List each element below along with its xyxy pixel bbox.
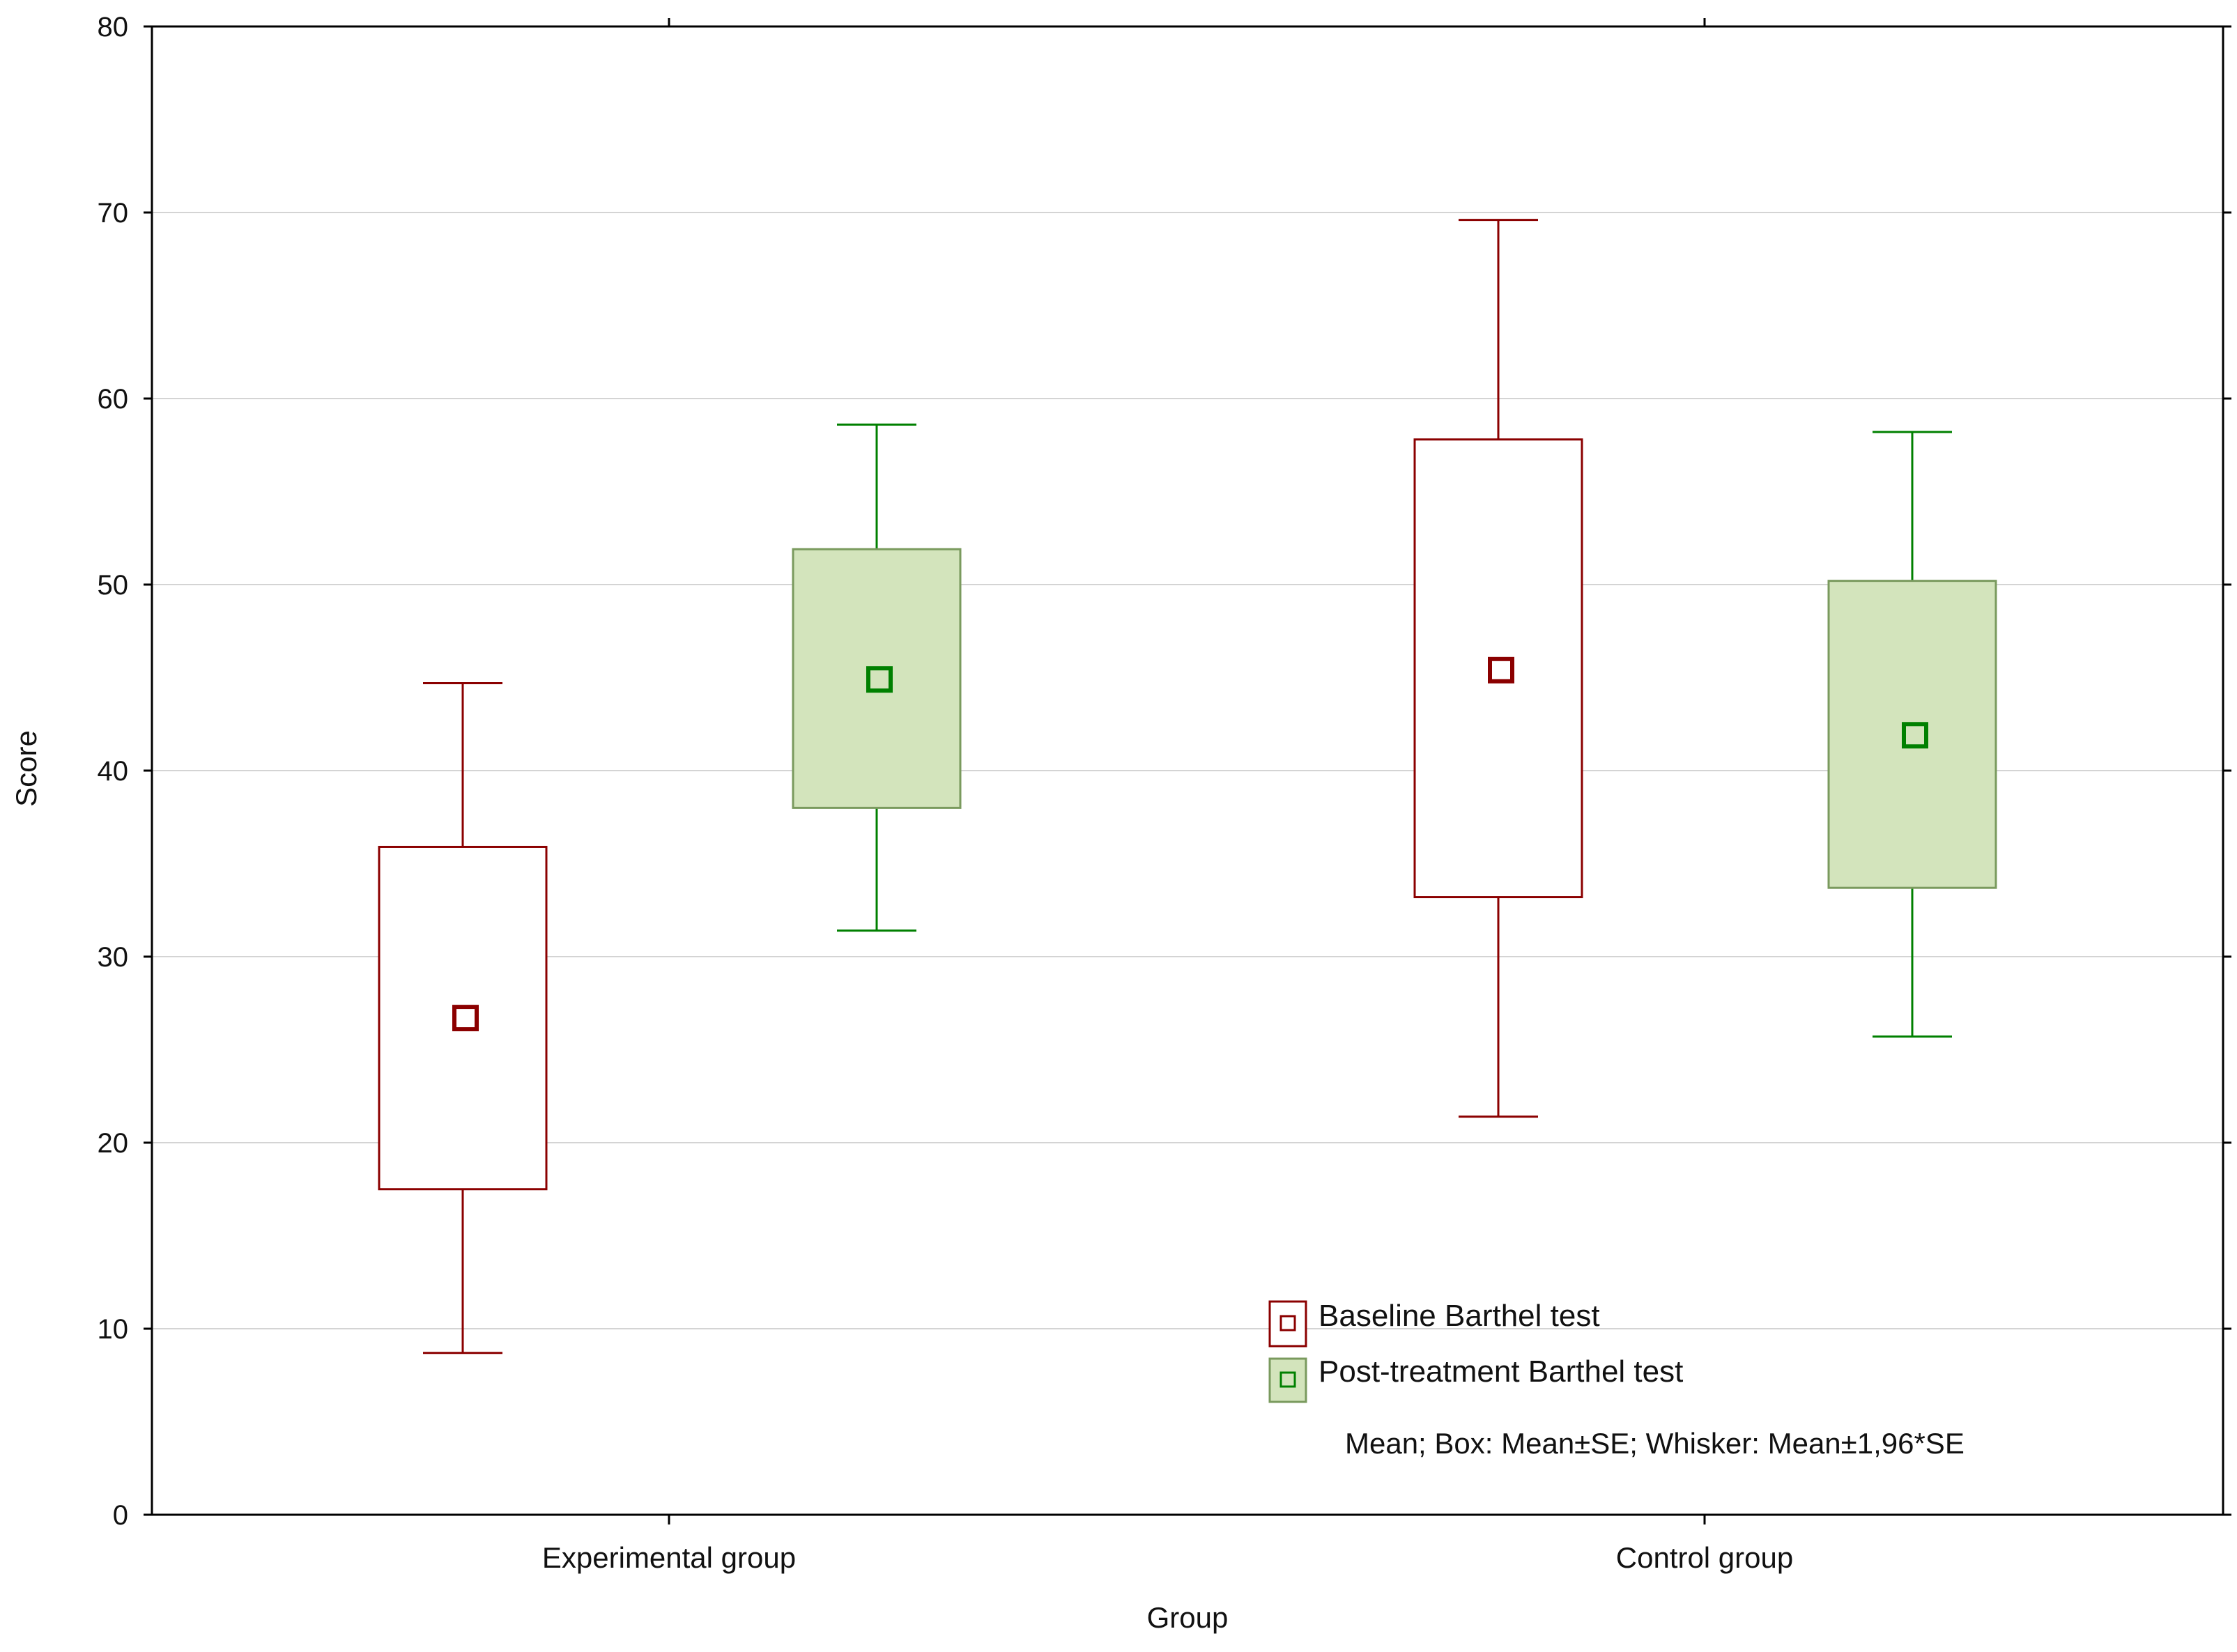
y-axis-title: Score [10, 730, 43, 807]
x-tick-label: Experimental group [542, 1541, 796, 1574]
box-group [378, 682, 548, 1354]
y-tick-label: 30 [98, 942, 129, 973]
mean-marker [1488, 656, 1514, 684]
legend-item-baseline: Baseline Barthel test [1268, 1299, 1600, 1348]
legend-swatch-post-treatment [1268, 1357, 1307, 1403]
y-axis: 0 10 20 30 40 50 60 70 80 [98, 12, 2231, 1531]
legend-marker-baseline [1279, 1315, 1296, 1331]
y-tick-label: 50 [98, 570, 129, 601]
box-group [792, 423, 962, 932]
y-tick-label: 20 [98, 1128, 129, 1159]
legend: Baseline Barthel test Post-treatment Bar… [1268, 1299, 1965, 1460]
y-tick-label: 10 [98, 1314, 129, 1345]
mean-marker [452, 1005, 479, 1032]
y-tick-label: 60 [98, 384, 129, 415]
x-axis-title: Group [1147, 1601, 1229, 1634]
y-tick-label: 70 [98, 198, 129, 229]
y-tick-label: 80 [98, 12, 129, 43]
legend-label-post-treatment: Post-treatment Barthel test [1319, 1354, 1683, 1389]
legend-label-baseline: Baseline Barthel test [1319, 1299, 1600, 1333]
legend-marker-post-treatment [1279, 1371, 1296, 1388]
x-axis: Experimental group Control group [542, 18, 1793, 1574]
box-group [1413, 219, 1583, 1118]
y-tick-label: 0 [113, 1500, 128, 1531]
mean-marker [866, 666, 893, 693]
y-tick-label: 40 [98, 756, 129, 787]
legend-item-post-treatment: Post-treatment Barthel test [1268, 1354, 1683, 1403]
legend-swatch-baseline [1268, 1300, 1307, 1348]
box-series [378, 219, 1997, 1354]
mean-marker [1902, 722, 1928, 749]
legend-note: Mean; Box: Mean±SE; Whisker: Mean±1,96*S… [1345, 1427, 1965, 1460]
x-tick-label: Control group [1616, 1541, 1793, 1574]
box-group [1827, 431, 1997, 1038]
